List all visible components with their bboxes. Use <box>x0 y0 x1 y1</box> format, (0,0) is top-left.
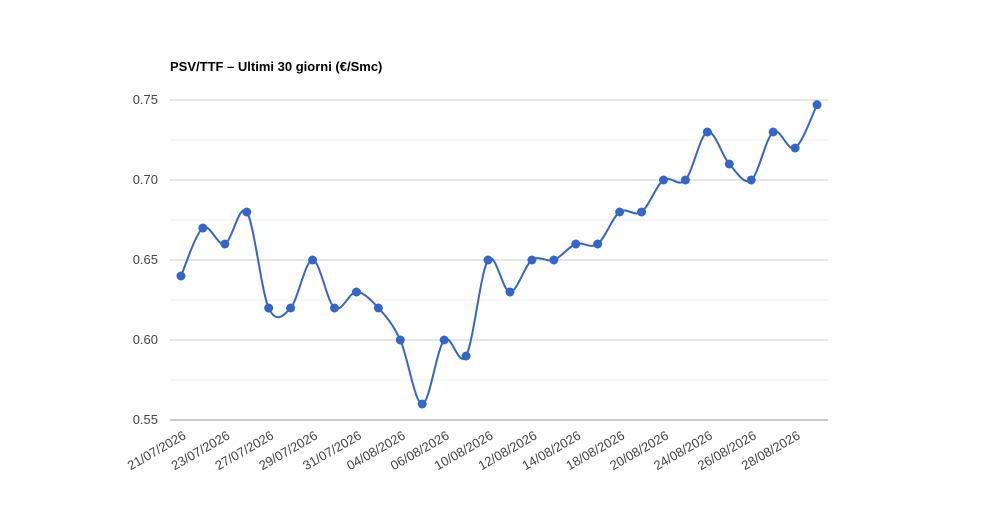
point <box>812 100 822 110</box>
point <box>264 303 274 313</box>
point <box>417 399 427 409</box>
point <box>176 271 186 281</box>
point <box>702 127 712 137</box>
point <box>198 223 208 233</box>
chart-title: PSV/TTF – Ultimi 30 giorni (€/Smc) <box>170 59 382 74</box>
point <box>680 175 690 185</box>
point <box>593 239 603 249</box>
point <box>286 303 296 313</box>
point <box>790 143 800 153</box>
y-tick-label: 0.60 <box>133 332 158 347</box>
point <box>461 351 471 361</box>
point <box>373 303 383 313</box>
point <box>549 255 559 265</box>
point <box>571 239 581 249</box>
point <box>768 127 778 137</box>
y-tick-label: 0.55 <box>133 412 158 427</box>
point <box>439 335 449 345</box>
point <box>505 287 515 297</box>
line <box>180 104 818 406</box>
point <box>659 175 668 185</box>
point <box>724 159 734 169</box>
point <box>483 255 493 265</box>
point <box>220 239 230 249</box>
point <box>637 207 647 217</box>
y-tick-label: 0.70 <box>133 172 158 187</box>
point <box>395 335 405 345</box>
point <box>527 255 537 265</box>
point <box>330 303 339 313</box>
y-tick-label: 0.75 <box>133 92 158 107</box>
point <box>308 255 318 265</box>
point <box>351 287 361 297</box>
point <box>746 175 756 185</box>
point <box>242 207 252 217</box>
point <box>615 207 625 217</box>
y-tick-label: 0.65 <box>133 252 158 267</box>
